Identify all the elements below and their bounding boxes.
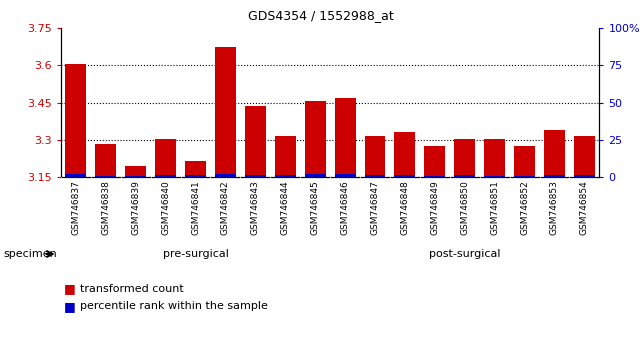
Bar — [304, 101, 326, 177]
Text: GSM746850: GSM746850 — [460, 180, 469, 235]
Bar — [574, 175, 595, 177]
Bar — [275, 175, 296, 177]
Text: post-surgical: post-surgical — [429, 249, 501, 259]
Bar — [394, 175, 415, 177]
Text: transformed count: transformed count — [80, 284, 184, 293]
Bar — [155, 138, 176, 177]
Bar — [544, 130, 565, 177]
Bar — [96, 176, 116, 177]
Bar — [65, 64, 87, 177]
Text: GSM746844: GSM746844 — [281, 180, 290, 235]
Bar — [125, 176, 146, 177]
Text: GSM746853: GSM746853 — [550, 180, 559, 235]
Text: GSM746847: GSM746847 — [370, 180, 379, 235]
Bar — [96, 143, 116, 177]
Bar — [484, 176, 505, 177]
Text: GSM746837: GSM746837 — [71, 180, 80, 235]
Bar — [424, 176, 445, 177]
Bar — [365, 175, 385, 177]
Text: GSM746843: GSM746843 — [251, 180, 260, 235]
Bar — [185, 161, 206, 177]
Text: GSM746848: GSM746848 — [401, 180, 410, 235]
Text: GDS4354 / 1552988_at: GDS4354 / 1552988_at — [247, 9, 394, 22]
Bar — [424, 146, 445, 177]
Text: GSM746854: GSM746854 — [580, 180, 589, 235]
Bar — [574, 136, 595, 177]
Text: GSM746842: GSM746842 — [221, 180, 230, 235]
Text: GSM746846: GSM746846 — [340, 180, 349, 235]
Bar — [155, 175, 176, 177]
Text: GSM746841: GSM746841 — [191, 180, 200, 235]
Bar — [275, 136, 296, 177]
Bar — [514, 146, 535, 177]
Text: GSM746852: GSM746852 — [520, 180, 529, 235]
Text: GSM746851: GSM746851 — [490, 180, 499, 235]
Text: GSM746840: GSM746840 — [161, 180, 170, 235]
Bar — [125, 166, 146, 177]
Text: GSM746838: GSM746838 — [101, 180, 110, 235]
Text: GSM746839: GSM746839 — [131, 180, 140, 235]
Bar — [304, 174, 326, 177]
Text: specimen: specimen — [3, 249, 57, 259]
Bar — [394, 132, 415, 177]
Bar — [335, 174, 356, 177]
Text: GSM746845: GSM746845 — [311, 180, 320, 235]
Bar — [215, 47, 236, 177]
Bar — [544, 175, 565, 177]
Bar — [365, 136, 385, 177]
Bar — [245, 106, 266, 177]
Text: GSM746849: GSM746849 — [430, 180, 439, 235]
Bar — [454, 175, 475, 177]
Text: percentile rank within the sample: percentile rank within the sample — [80, 301, 268, 311]
Bar — [335, 98, 356, 177]
Text: ■: ■ — [64, 282, 76, 295]
Bar — [454, 138, 475, 177]
Bar — [185, 175, 206, 177]
Bar — [65, 174, 87, 177]
Text: ■: ■ — [64, 300, 76, 313]
Bar — [245, 175, 266, 177]
Bar — [514, 176, 535, 177]
Text: pre-surgical: pre-surgical — [163, 249, 228, 259]
Bar — [215, 173, 236, 177]
Bar — [484, 138, 505, 177]
